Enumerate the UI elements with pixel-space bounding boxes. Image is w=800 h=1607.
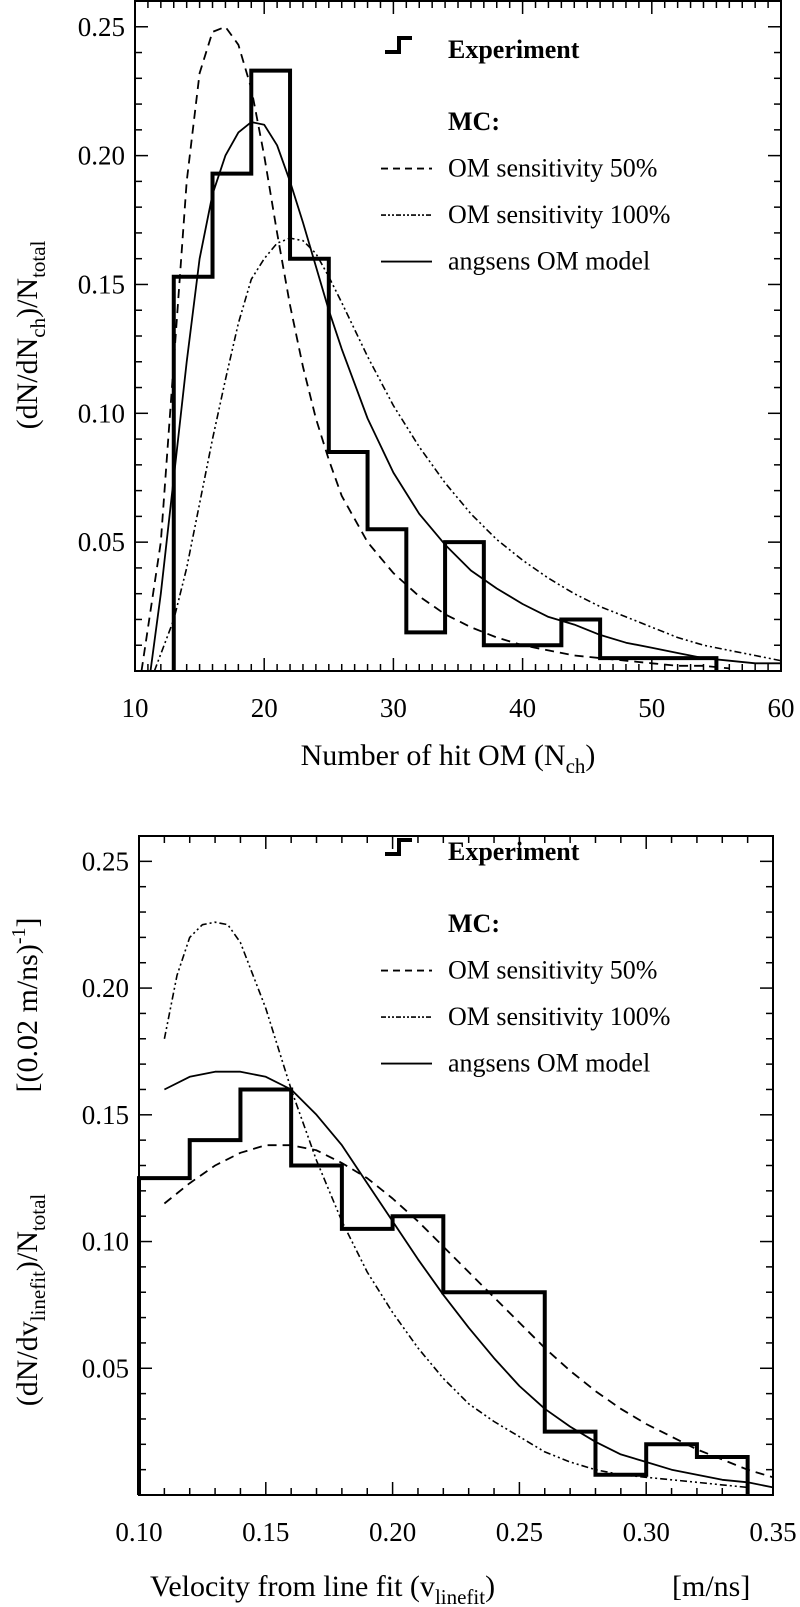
y-tick-label: 0.15 [82, 1100, 129, 1130]
y-tick-label: 0.05 [82, 1353, 129, 1383]
x-tick-label: 10 [122, 693, 149, 723]
y-tick-label: 0.15 [78, 269, 125, 299]
legend: Experiment MC: OM sensitivity 50% OM sensit… [381, 837, 670, 1078]
legend-mc-header: MC: [448, 107, 500, 136]
legend-experiment-label: Experiment [448, 35, 580, 64]
y-tick-label: 0.05 [78, 527, 125, 557]
y-tick-label: 0.25 [82, 846, 129, 876]
y-tick-label: 0.25 [78, 12, 125, 42]
chart-velocity: 0.10 0.15 0.20 0.25 0.30 0.35 0.05 0.10 0.15 0.20… [8, 835, 797, 1607]
legend-step-icon [385, 838, 412, 856]
histogram-experiment [137, 1087, 750, 1495]
x-axis-title: Velocity from line fit (vlinefit) [150, 1570, 495, 1607]
curve-om-sensitivity-100 [153, 237, 782, 671]
x-tick-label: 0.35 [749, 1517, 796, 1547]
legend-entry-label: OM sensitivity 100% [448, 1002, 670, 1031]
legend-entry-label: OM sensitivity 100% [448, 200, 670, 229]
y-axis-title: (dN/dNch)/Ntotal [11, 240, 50, 429]
x-tick-label: 20 [251, 693, 278, 723]
plot-area: 10 20 30 40 50 60 0.05 0.10 0.15 0.20 0.25 Experime… [78, 0, 795, 723]
legend-entry-label: angsens OM model [448, 1049, 650, 1078]
x-tick-label: 40 [509, 693, 536, 723]
legend-entry-label: OM sensitivity 50% [448, 956, 657, 985]
x-tick-label: 0.20 [369, 1517, 416, 1547]
curve-om-sensitivity-100 [163, 921, 748, 1489]
plot-area: 0.10 0.15 0.20 0.25 0.30 0.35 0.05 0.10 0.15 0.20… [82, 835, 797, 1547]
x-axis-unit: [m/ns] [672, 1570, 750, 1603]
histogram-experiment [171, 68, 719, 671]
x-tick-label: 50 [638, 693, 665, 723]
legend-mc-header: MC: [448, 909, 500, 938]
y-tick-label: 0.10 [78, 398, 125, 428]
x-tick-label: 0.15 [242, 1517, 289, 1547]
plot-frame [134, 0, 782, 672]
legend-entry-label: angsens OM model [448, 247, 650, 276]
y-tick-label: 0.10 [82, 1227, 129, 1257]
x-tick-label: 60 [768, 693, 795, 723]
x-tick-label: 30 [380, 693, 407, 723]
curve-angsens-om-model [149, 121, 781, 671]
curve-angsens-om-model [163, 1070, 774, 1489]
chart-hit-om: 10 20 30 40 50 60 0.05 0.10 0.15 0.20 0.25 Experime… [11, 0, 795, 778]
legend-step-icon [385, 36, 412, 54]
x-axis-title: Number of hit OM (Nch) [301, 739, 596, 778]
x-tick-label: 0.10 [115, 1517, 162, 1547]
y-tick-label: 0.20 [82, 973, 129, 1003]
y-axis-title: (dN/dvlinefit)/Ntotal [11, 1194, 50, 1407]
legend: Experiment MC: OM sensitivity 50% OM sensit… [381, 35, 670, 276]
legend-entry-label: OM sensitivity 50% [448, 154, 657, 183]
curve-om-sensitivity-50 [140, 25, 730, 671]
curve-om-sensitivity-50 [163, 1144, 774, 1479]
legend-experiment-label: Experiment [448, 837, 580, 866]
y-axis-unit: [(0.02 m/ns)-1] [8, 918, 44, 1093]
x-tick-label: 0.30 [623, 1517, 670, 1547]
y-tick-label: 0.20 [78, 141, 125, 171]
x-tick-label: 0.25 [496, 1517, 543, 1547]
